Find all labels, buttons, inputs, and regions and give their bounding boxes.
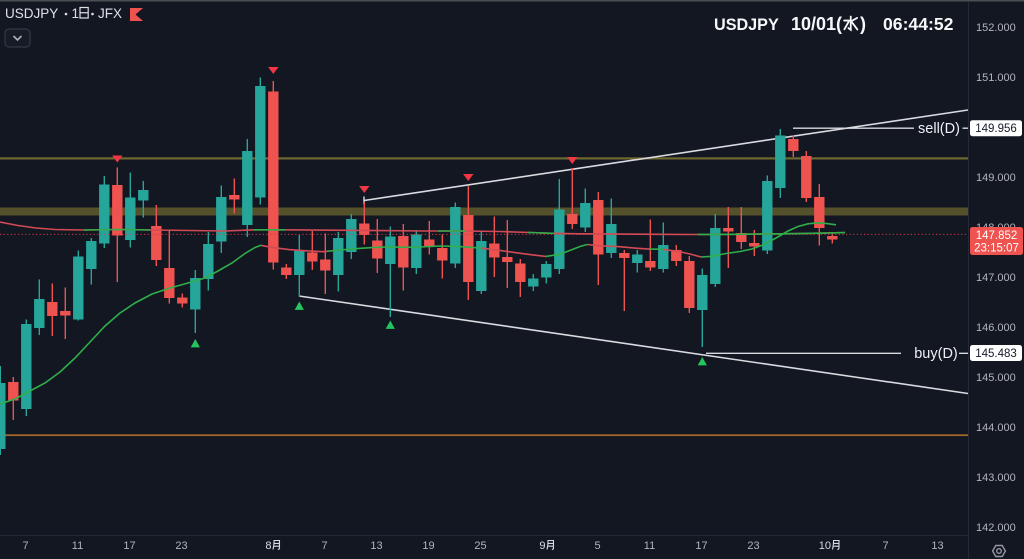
svg-text:9: 9 xyxy=(539,540,545,552)
svg-text:13: 13 xyxy=(370,540,382,552)
svg-text:10/01(: 10/01( xyxy=(791,14,842,34)
svg-text:149.956: 149.956 xyxy=(975,123,1017,135)
svg-text:17: 17 xyxy=(695,540,707,552)
svg-text:23: 23 xyxy=(747,540,759,552)
svg-text:152.000: 152.000 xyxy=(976,22,1016,34)
svg-text:7: 7 xyxy=(321,540,327,552)
svg-text:): ) xyxy=(860,14,866,34)
svg-text:147.852: 147.852 xyxy=(976,230,1018,242)
svg-text:06:44:52: 06:44:52 xyxy=(883,14,954,34)
svg-text:17: 17 xyxy=(123,540,135,552)
svg-text:10: 10 xyxy=(819,540,831,552)
svg-text:147.000: 147.000 xyxy=(976,272,1016,284)
svg-text:25: 25 xyxy=(474,540,486,552)
svg-text:151.000: 151.000 xyxy=(976,72,1016,84)
svg-text:5: 5 xyxy=(594,540,600,552)
svg-text:11: 11 xyxy=(644,540,655,552)
svg-text:buy(D): buy(D) xyxy=(914,346,958,362)
svg-text:144.000: 144.000 xyxy=(976,422,1016,434)
svg-text:146.000: 146.000 xyxy=(976,322,1016,334)
svg-text:1: 1 xyxy=(72,6,80,21)
svg-text:7: 7 xyxy=(22,540,28,552)
svg-text:19: 19 xyxy=(422,540,434,552)
svg-text:23: 23 xyxy=(175,540,187,552)
svg-text:143.000: 143.000 xyxy=(976,472,1016,484)
svg-text:USDJPY: USDJPY xyxy=(5,6,58,21)
svg-text:149.000: 149.000 xyxy=(976,172,1016,184)
svg-text:145.000: 145.000 xyxy=(976,372,1016,384)
svg-text:13: 13 xyxy=(931,540,943,552)
svg-text:JFX: JFX xyxy=(98,6,122,21)
svg-text:USDJPY: USDJPY xyxy=(714,16,779,34)
svg-text:23:15:07: 23:15:07 xyxy=(974,243,1019,255)
svg-text:142.000: 142.000 xyxy=(976,522,1016,534)
svg-text:145.483: 145.483 xyxy=(975,348,1017,360)
svg-text:11: 11 xyxy=(72,540,83,552)
svg-text:sell(D): sell(D) xyxy=(918,121,960,137)
svg-text:8: 8 xyxy=(265,540,271,552)
svg-text:7: 7 xyxy=(882,540,888,552)
